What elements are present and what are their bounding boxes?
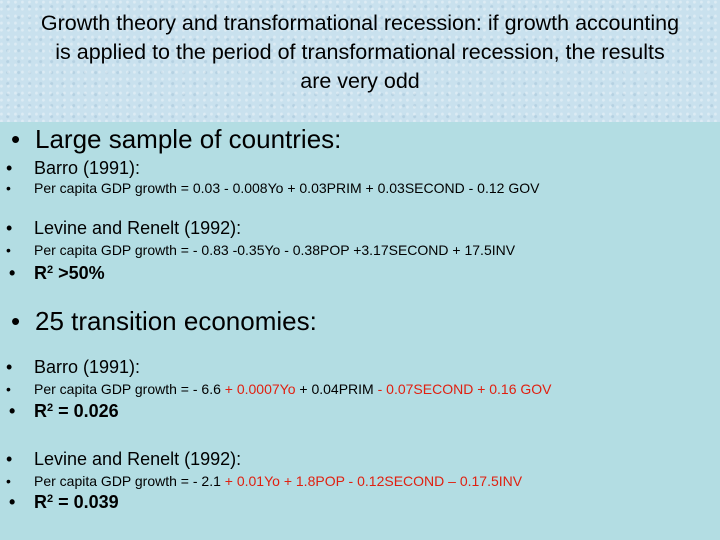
- r-squared-text: R2 = 0.026: [34, 401, 119, 421]
- bullet: •: [6, 381, 11, 397]
- bullet: •: [6, 180, 11, 196]
- bullet: •: [11, 124, 21, 154]
- r-squared-text: R2 >50%: [34, 263, 105, 283]
- slide-title: Growth theory and transformational reces…: [40, 11, 680, 93]
- r-squared-text: R2 = 0.039: [34, 492, 119, 512]
- item-label: Levine and Renelt (1992):: [34, 449, 242, 469]
- equation-text: Per capita GDP growth = 0.03 - 0.008Yo +…: [34, 180, 540, 196]
- bullet: •: [6, 357, 13, 377]
- equation-text: Per capita GDP growth = - 2.1 + 0.01Yo +…: [34, 473, 523, 489]
- equation-text: Per capita GDP growth = - 0.83 -0.35Yo -…: [34, 242, 516, 258]
- heading-text: 25 transition economies:: [35, 306, 317, 336]
- item-label: Levine and Renelt (1992):: [34, 218, 242, 238]
- bullet: •: [6, 449, 13, 469]
- bullet: •: [6, 218, 13, 238]
- equation-text: Per capita GDP growth = - 6.6 + 0.0007Yo…: [34, 381, 552, 397]
- bullet: •: [9, 492, 16, 512]
- title-banner: Growth theory and transformational reces…: [0, 0, 720, 122]
- item-label: Barro (1991):: [34, 357, 141, 377]
- heading-text: Large sample of countries:: [35, 124, 342, 154]
- bullet: •: [9, 401, 16, 421]
- bullet: •: [6, 242, 11, 258]
- bullet: •: [6, 158, 13, 178]
- bullet: •: [6, 473, 11, 489]
- bullet: •: [9, 263, 16, 283]
- bullet: •: [11, 306, 21, 336]
- item-label: Barro (1991):: [34, 158, 141, 178]
